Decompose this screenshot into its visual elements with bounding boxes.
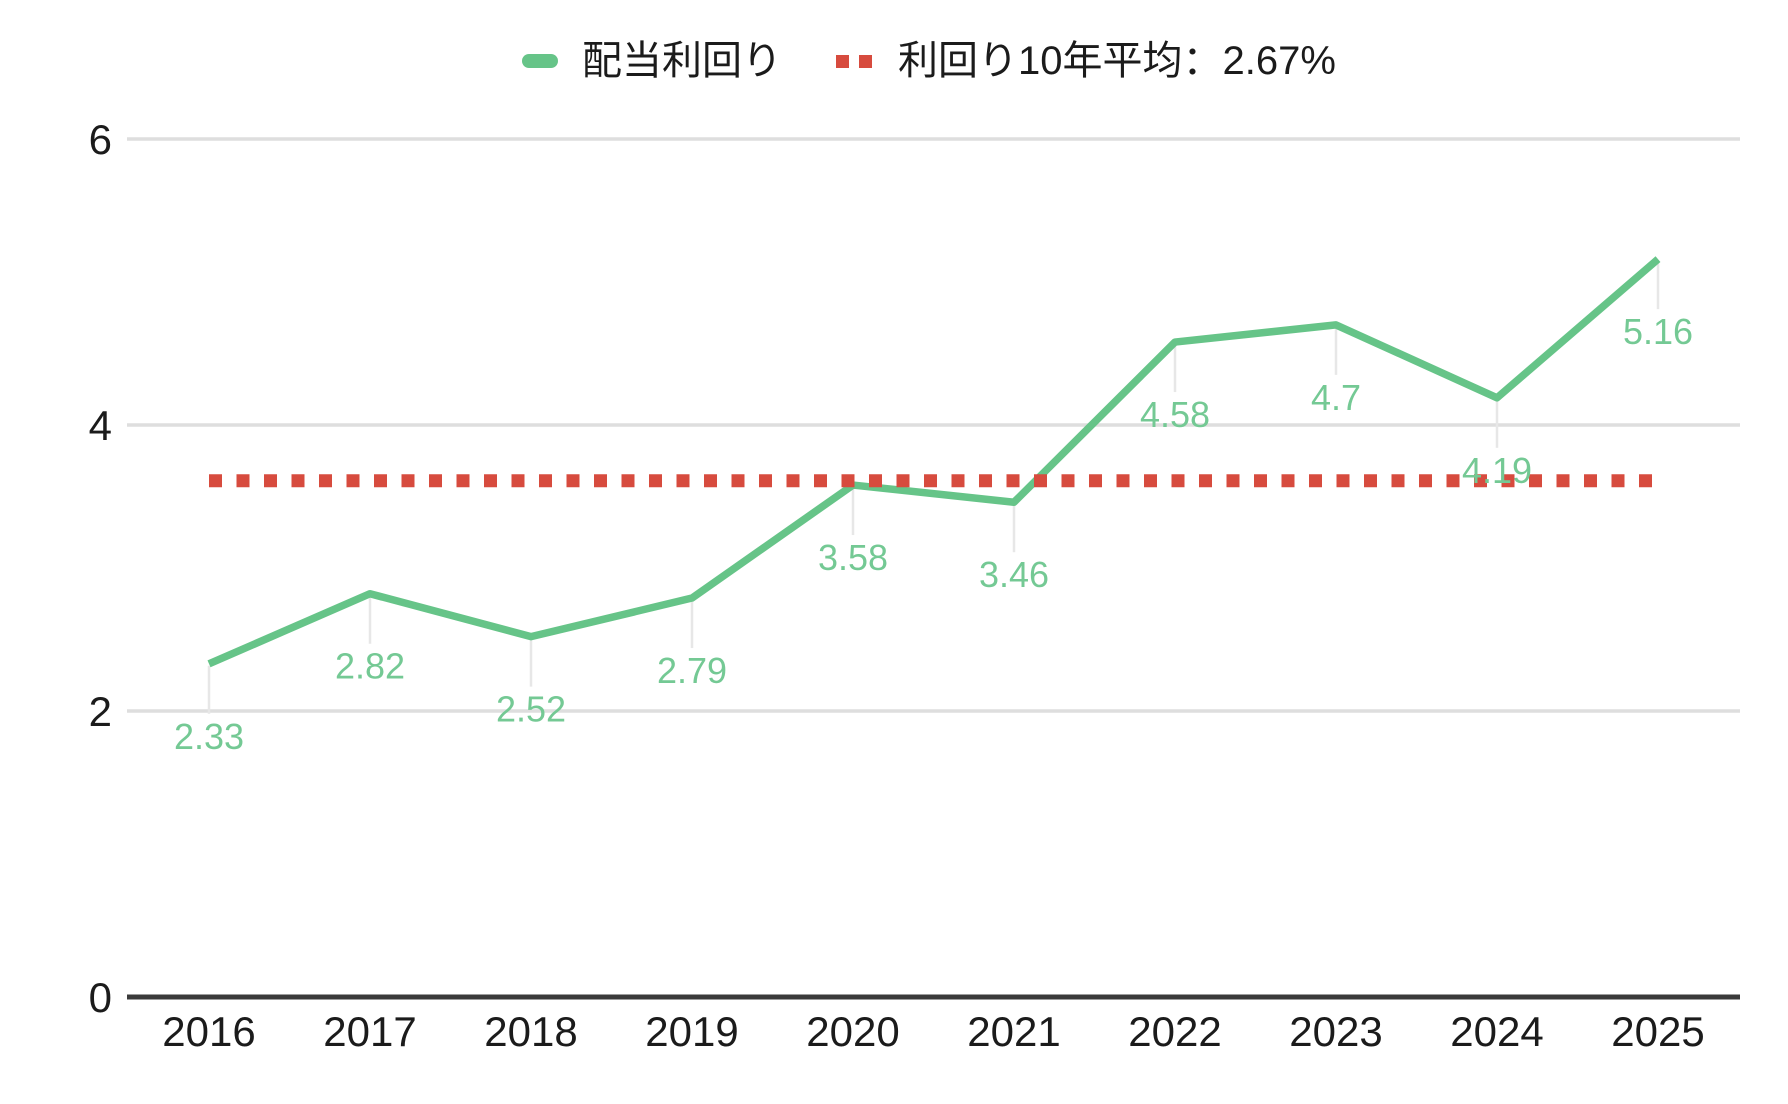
x-axis-tick-label: 2022 — [1128, 1008, 1221, 1055]
data-point-label: 5.16 — [1623, 311, 1693, 352]
x-axis-tick-label: 2017 — [323, 1008, 416, 1055]
data-point-label: 4.7 — [1311, 377, 1361, 418]
data-point-label: 3.46 — [979, 554, 1049, 595]
y-axis-tick-label: 4 — [89, 402, 112, 449]
legend-label-dividend-yield: 配当利回り — [582, 39, 782, 83]
x-axis-tick-label: 2016 — [162, 1008, 255, 1055]
legend-line-marker-icon — [522, 54, 558, 68]
dividend-yield-line — [207, 256, 1661, 668]
x-axis-tick-label: 2019 — [645, 1008, 738, 1055]
x-axis-tick-label: 2020 — [806, 1008, 899, 1055]
data-point-label: 3.58 — [818, 537, 888, 578]
x-axis-tick-label: 2018 — [484, 1008, 577, 1055]
x-axis-tick-label: 2023 — [1289, 1008, 1382, 1055]
data-point-label: 2.52 — [496, 689, 566, 730]
y-axis-tick-label: 6 — [89, 116, 112, 163]
data-point-label: 4.58 — [1140, 394, 1210, 435]
x-axis-tick-label: 2025 — [1611, 1008, 1704, 1055]
data-point-label: 2.82 — [335, 646, 405, 687]
legend-item-dividend-yield: 配当利回り — [522, 38, 782, 84]
data-point-label: 2.33 — [174, 716, 244, 757]
chart-legend: 配当利回り 利回り10年平均：2.67% — [522, 38, 1336, 84]
x-axis-tick-label: 2021 — [967, 1008, 1060, 1055]
legend-dash-marker-icon — [836, 54, 872, 68]
y-axis-tick-label: 2 — [89, 688, 112, 735]
x-axis-tick-label: 2024 — [1450, 1008, 1543, 1055]
legend-item-average: 利回り10年平均：2.67% — [836, 38, 1336, 84]
data-point-label: 4.19 — [1462, 450, 1532, 491]
y-axis-tick-label: 0 — [89, 974, 112, 1021]
legend-label-average: 利回り10年平均：2.67% — [898, 39, 1336, 83]
data-point-label: 2.79 — [657, 650, 727, 691]
